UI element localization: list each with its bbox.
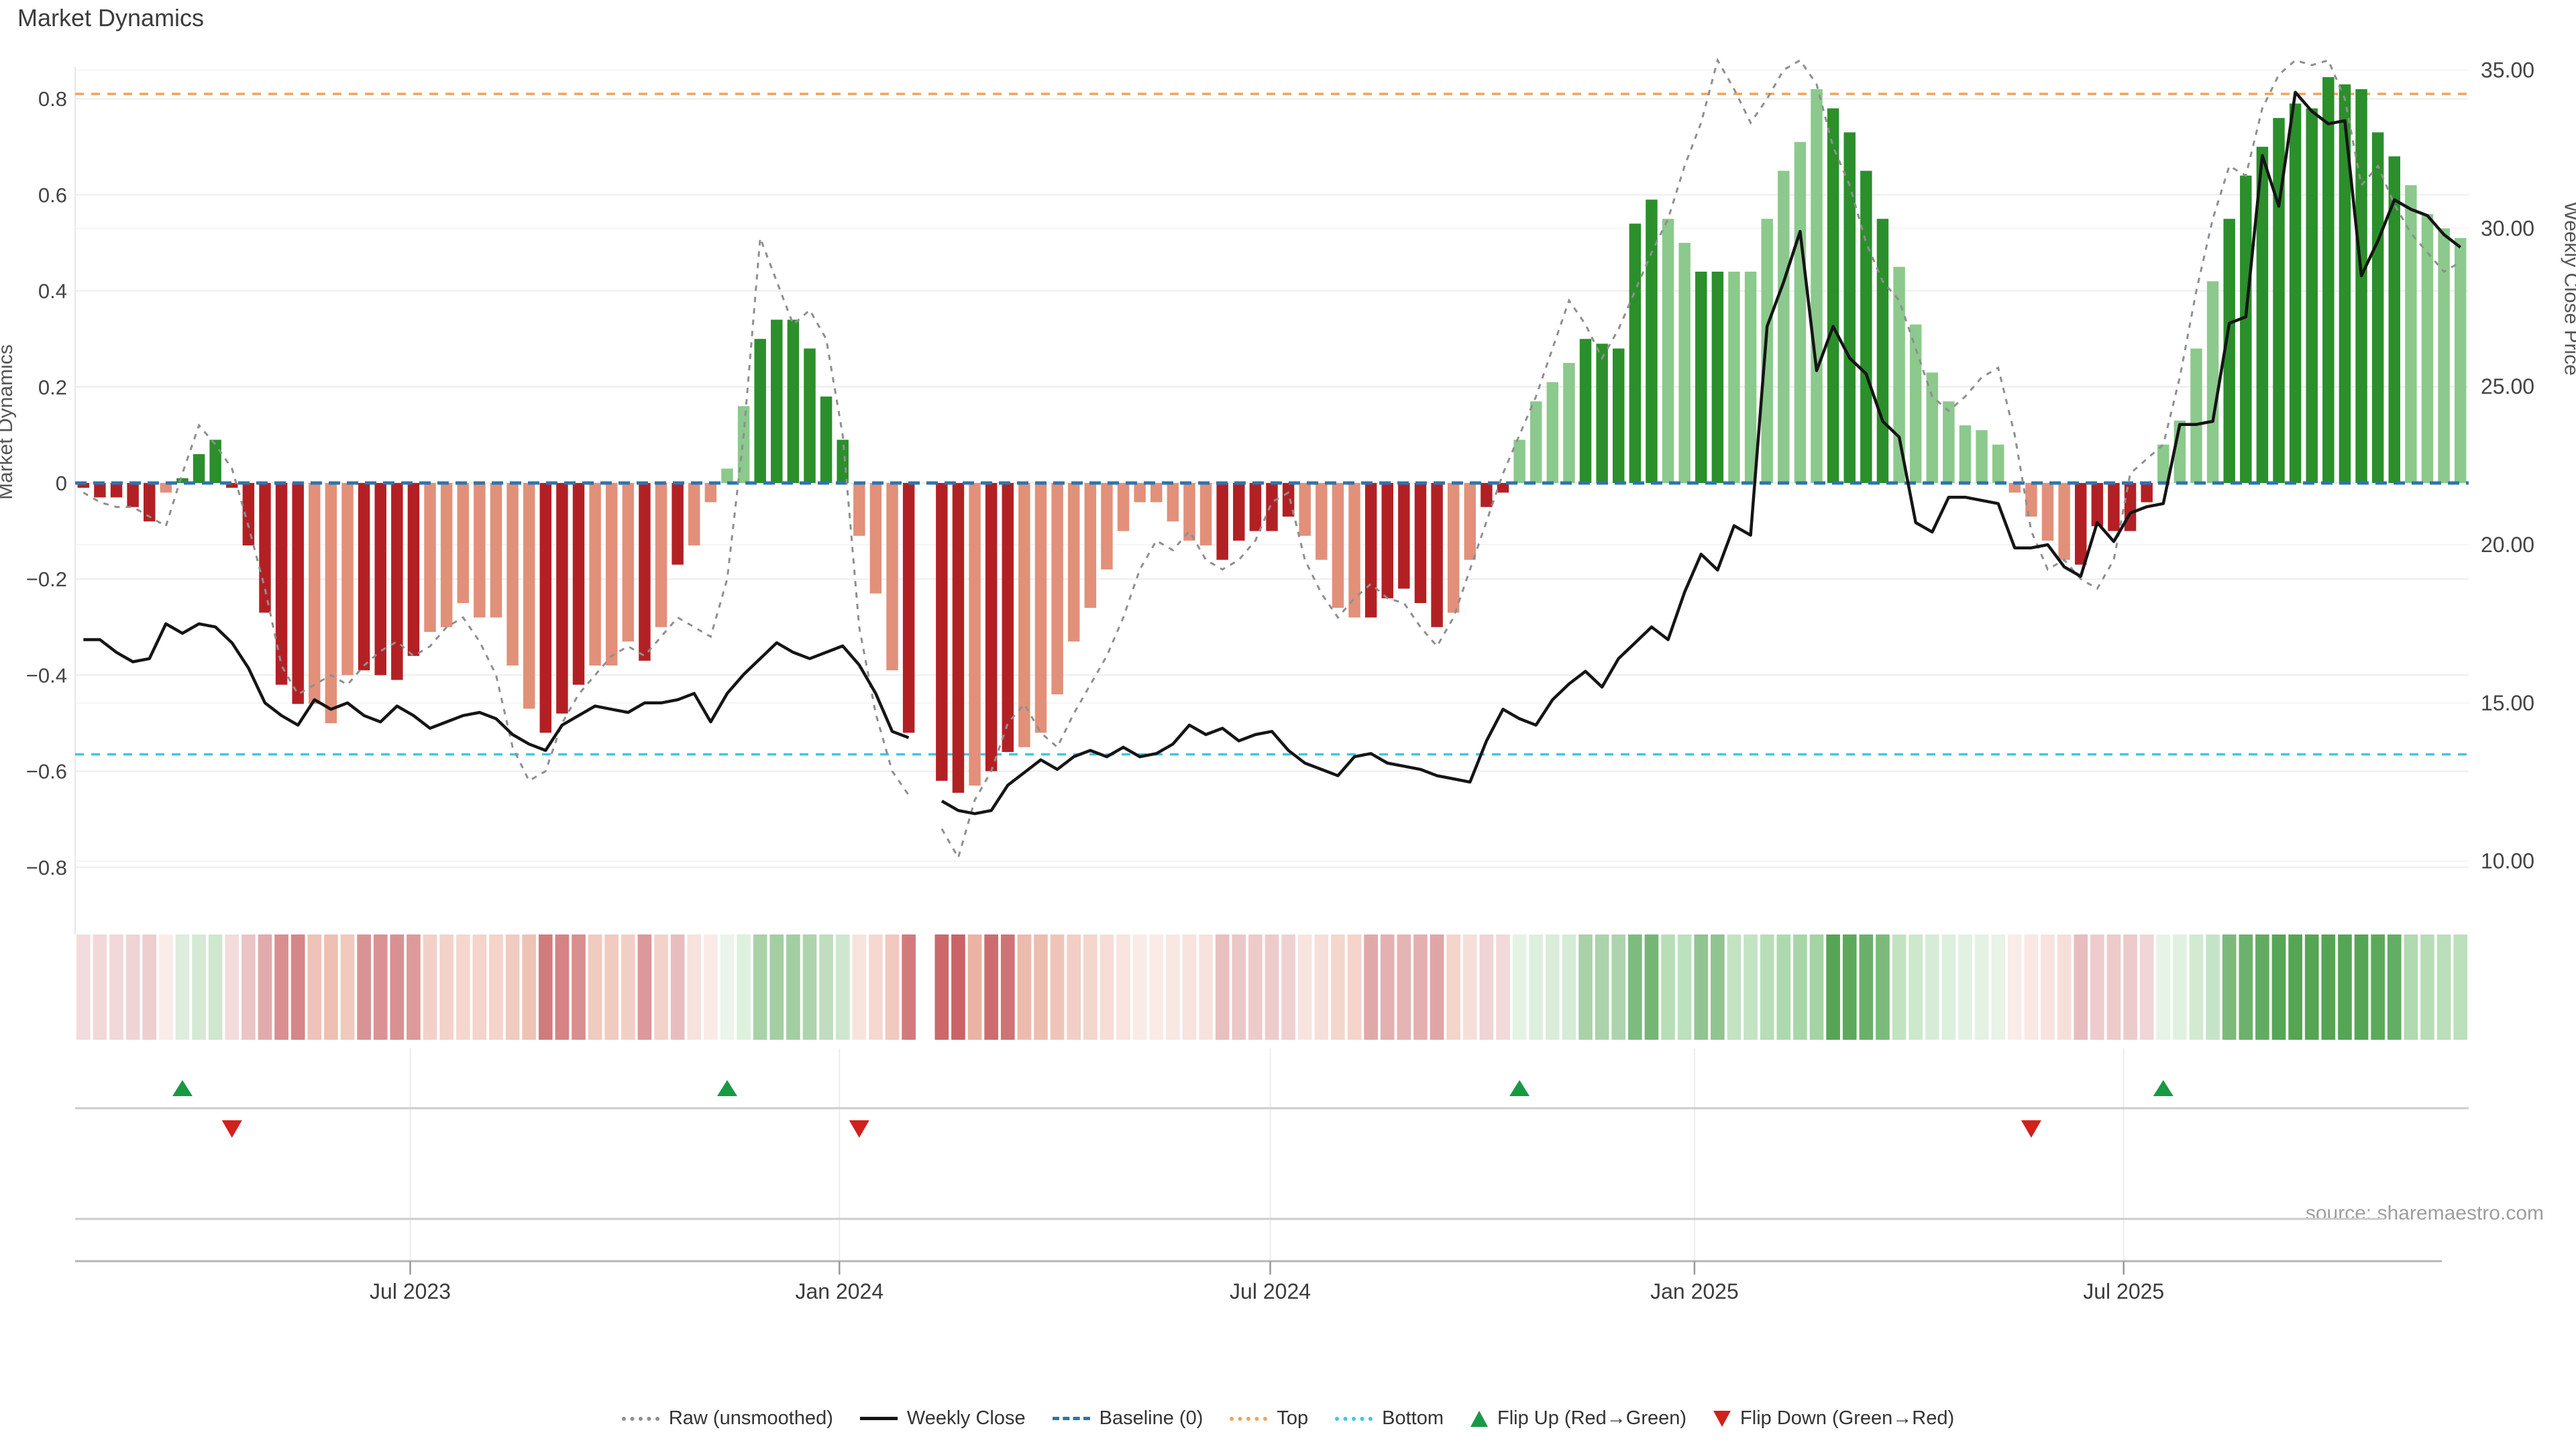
legend-swatch-dotted-line bbox=[1230, 1416, 1268, 1421]
svg-text:15.00: 15.00 bbox=[2481, 691, 2534, 715]
svg-text:20.00: 20.00 bbox=[2481, 533, 2534, 557]
svg-text:−0.8: −0.8 bbox=[26, 856, 67, 879]
svg-text:0.4: 0.4 bbox=[38, 280, 67, 303]
legend-label: Weekly Close bbox=[906, 1407, 1026, 1429]
legend-label: Flip Down (Green→Red) bbox=[1740, 1407, 1955, 1429]
legend-label: Raw (unsmoothed) bbox=[668, 1407, 833, 1429]
left-axis-ticks: 0.8 0.6 0.4 0.2 0 −0.2 −0.4 −0.6 −0.8 bbox=[26, 87, 67, 879]
legend-swatch-dashed-line bbox=[1052, 1417, 1090, 1420]
legend-swatch-dotted-line bbox=[621, 1416, 659, 1421]
dynamics-bars bbox=[77, 76, 2467, 793]
flip-down-markers bbox=[221, 1120, 2041, 1138]
legend-item: Flip Up (Red→Green) bbox=[1470, 1407, 1686, 1430]
legend-item: Raw (unsmoothed) bbox=[621, 1407, 833, 1430]
svg-text:0.2: 0.2 bbox=[38, 376, 67, 399]
svg-text:10.00: 10.00 bbox=[2481, 849, 2534, 873]
svg-text:−0.4: −0.4 bbox=[26, 663, 67, 687]
right-axis-ticks: 35.00 30.00 25.00 20.00 15.00 10.00 bbox=[2481, 58, 2534, 873]
legend-item: Top bbox=[1230, 1407, 1308, 1430]
legend-label: Bottom bbox=[1382, 1407, 1444, 1429]
legend-item: Weekly Close bbox=[859, 1407, 1026, 1430]
x-axis-labels: Jul 2023 Jan 2024 Jul 2024 Jan 2025 Jul 2025 bbox=[370, 1279, 2164, 1303]
svg-text:−0.6: −0.6 bbox=[26, 760, 67, 784]
legend-swatch-dotted-line bbox=[1335, 1416, 1373, 1421]
legend-item: Flip Down (Green→Red) bbox=[1713, 1407, 1954, 1430]
svg-text:35.00: 35.00 bbox=[2481, 58, 2534, 82]
raw-line bbox=[83, 57, 2461, 861]
svg-text:25.00: 25.00 bbox=[2481, 374, 2534, 398]
chart-legend: Raw (unsmoothed) Weekly Close Baseline (0)… bbox=[0, 1407, 2576, 1430]
flip-up-markers bbox=[172, 1080, 2174, 1096]
legend-swatch-triangle-down bbox=[1713, 1410, 1731, 1427]
legend-item: Bottom bbox=[1335, 1407, 1444, 1430]
svg-text:Jul 2024: Jul 2024 bbox=[1230, 1279, 1311, 1303]
svg-text:Jan 2025: Jan 2025 bbox=[1650, 1279, 1739, 1303]
svg-text:0.6: 0.6 bbox=[38, 183, 67, 207]
legend-item: Baseline (0) bbox=[1052, 1407, 1203, 1430]
legend-label: Top bbox=[1277, 1407, 1309, 1429]
svg-text:Jan 2024: Jan 2024 bbox=[795, 1279, 883, 1303]
weekly-close-line bbox=[83, 91, 2462, 816]
heatmap-strip bbox=[76, 934, 2468, 1040]
legend-label: Flip Up (Red→Green) bbox=[1497, 1407, 1687, 1429]
legend-label: Baseline (0) bbox=[1099, 1407, 1203, 1429]
legend-swatch-solid-line bbox=[859, 1417, 898, 1420]
bottom-band bbox=[75, 1049, 2469, 1275]
legend-swatch-triangle-up bbox=[1470, 1410, 1488, 1427]
source-credit: source: sharemaestro.com bbox=[2305, 1202, 2544, 1224]
page-title: Market Dynamics bbox=[17, 4, 205, 32]
svg-text:0: 0 bbox=[56, 472, 67, 495]
svg-text:Jul 2023: Jul 2023 bbox=[370, 1279, 451, 1303]
svg-text:0.8: 0.8 bbox=[38, 87, 67, 111]
svg-text:Jul 2025: Jul 2025 bbox=[2083, 1279, 2164, 1303]
svg-text:−0.2: −0.2 bbox=[26, 568, 67, 591]
svg-text:30.00: 30.00 bbox=[2481, 216, 2534, 240]
